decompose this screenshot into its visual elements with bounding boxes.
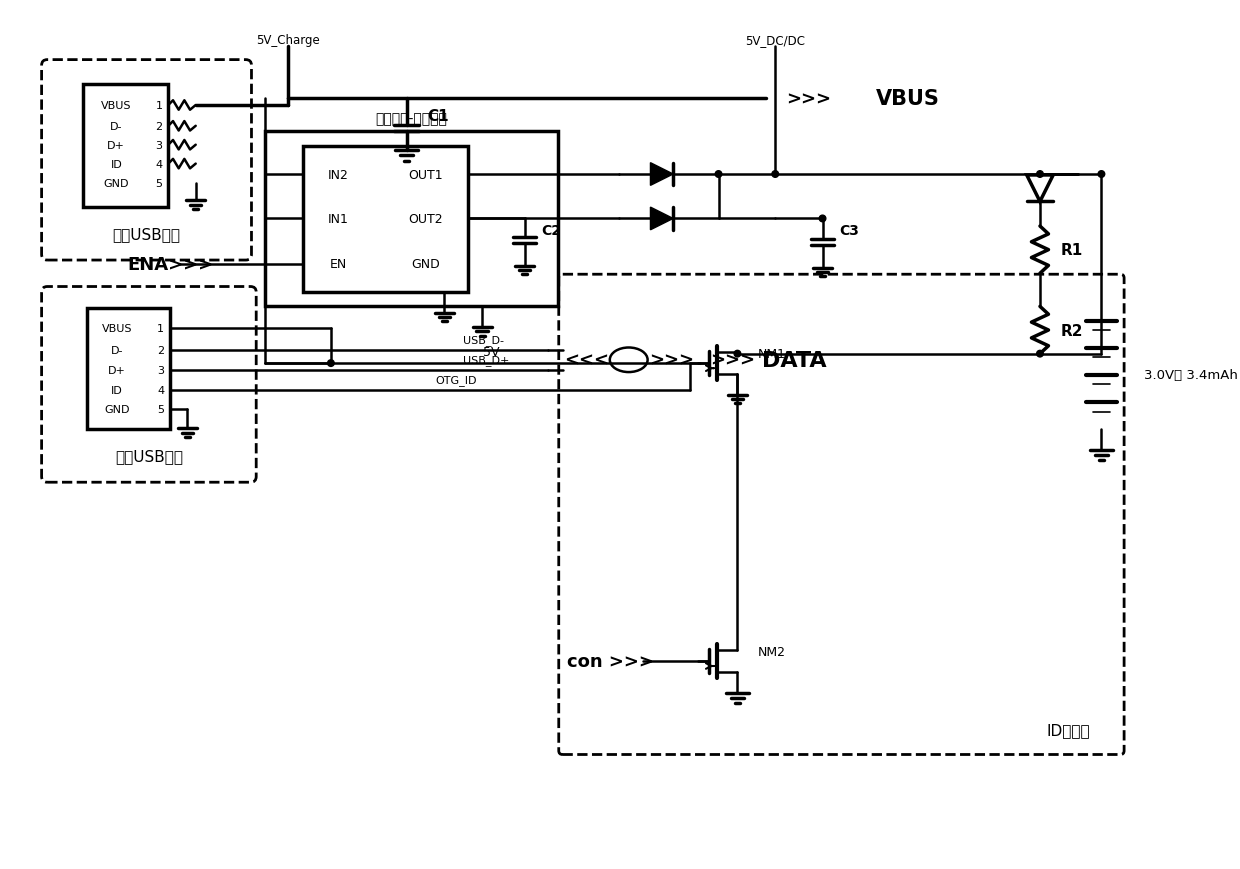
Circle shape bbox=[1037, 171, 1043, 178]
Circle shape bbox=[773, 171, 779, 178]
Text: D+: D+ bbox=[108, 365, 126, 375]
Text: con >>>: con >>> bbox=[567, 652, 655, 670]
Text: VBUS: VBUS bbox=[102, 324, 133, 334]
Text: C1: C1 bbox=[428, 109, 449, 123]
Text: >>>: >>> bbox=[649, 351, 693, 369]
Text: 5: 5 bbox=[157, 405, 164, 415]
Text: USB_D-: USB_D- bbox=[464, 335, 505, 346]
Text: VBUS: VBUS bbox=[875, 90, 940, 109]
Circle shape bbox=[734, 351, 740, 357]
Text: 3.0V， 3.4mAh: 3.0V， 3.4mAh bbox=[1145, 369, 1238, 382]
Text: VBUS: VBUS bbox=[100, 101, 131, 111]
Circle shape bbox=[1037, 351, 1043, 357]
Text: IN2: IN2 bbox=[329, 169, 348, 182]
Text: R2: R2 bbox=[1060, 323, 1084, 338]
Ellipse shape bbox=[610, 348, 647, 373]
Text: 4: 4 bbox=[155, 159, 162, 169]
Polygon shape bbox=[651, 163, 673, 186]
Text: OUT1: OUT1 bbox=[408, 169, 443, 182]
Text: ID控制器: ID控制器 bbox=[1047, 723, 1090, 738]
Text: 3: 3 bbox=[155, 141, 162, 150]
Circle shape bbox=[327, 361, 335, 367]
Circle shape bbox=[1099, 171, 1105, 178]
Text: USB_D+: USB_D+ bbox=[464, 355, 510, 365]
Text: 2: 2 bbox=[155, 122, 162, 131]
FancyBboxPatch shape bbox=[42, 61, 252, 261]
Bar bbox=[303, 147, 467, 293]
Bar bbox=[83, 85, 169, 208]
Text: ENA>>>: ENA>>> bbox=[128, 255, 213, 274]
Text: <<<: <<< bbox=[564, 351, 609, 369]
Polygon shape bbox=[651, 208, 673, 230]
Bar bbox=[264, 132, 558, 307]
Text: 1: 1 bbox=[155, 101, 162, 111]
Text: OUT2: OUT2 bbox=[408, 213, 443, 226]
FancyBboxPatch shape bbox=[42, 287, 257, 482]
Text: ID: ID bbox=[112, 385, 123, 395]
Text: 5: 5 bbox=[155, 179, 162, 189]
Text: GND: GND bbox=[104, 405, 130, 415]
Text: D-: D- bbox=[112, 346, 124, 355]
Text: 4: 4 bbox=[157, 385, 164, 395]
Text: DATA: DATA bbox=[761, 350, 827, 370]
Text: ID: ID bbox=[110, 159, 123, 169]
Text: GND: GND bbox=[103, 179, 129, 189]
Text: R1: R1 bbox=[1060, 242, 1083, 258]
Text: GND: GND bbox=[412, 258, 440, 271]
Text: OTG_ID: OTG_ID bbox=[435, 375, 476, 385]
Text: 通讯USB接口: 通讯USB接口 bbox=[115, 448, 184, 464]
Polygon shape bbox=[1027, 176, 1053, 202]
Text: D+: D+ bbox=[108, 141, 125, 150]
Text: NM2: NM2 bbox=[758, 645, 786, 658]
Circle shape bbox=[820, 216, 826, 222]
Text: >>>: >>> bbox=[711, 351, 755, 369]
Text: 充电USB接口: 充电USB接口 bbox=[113, 227, 181, 242]
Text: 5V_Charge: 5V_Charge bbox=[257, 34, 320, 47]
Text: 3: 3 bbox=[157, 365, 164, 375]
Text: C3: C3 bbox=[839, 223, 859, 237]
Text: IN1: IN1 bbox=[329, 213, 348, 226]
Text: C2: C2 bbox=[542, 223, 562, 237]
Text: 5V: 5V bbox=[484, 346, 500, 359]
Text: 电源控制-切换模块: 电源控制-切换模块 bbox=[376, 112, 448, 126]
Bar bbox=[87, 308, 170, 430]
Text: >>>: >>> bbox=[786, 90, 831, 109]
Text: NM1: NM1 bbox=[758, 348, 786, 361]
Text: EN: EN bbox=[330, 258, 347, 271]
Text: 1: 1 bbox=[157, 324, 164, 334]
Text: 2: 2 bbox=[157, 346, 164, 355]
Circle shape bbox=[715, 171, 722, 178]
Text: D-: D- bbox=[110, 122, 123, 131]
Text: 5V_DC/DC: 5V_DC/DC bbox=[745, 34, 805, 47]
